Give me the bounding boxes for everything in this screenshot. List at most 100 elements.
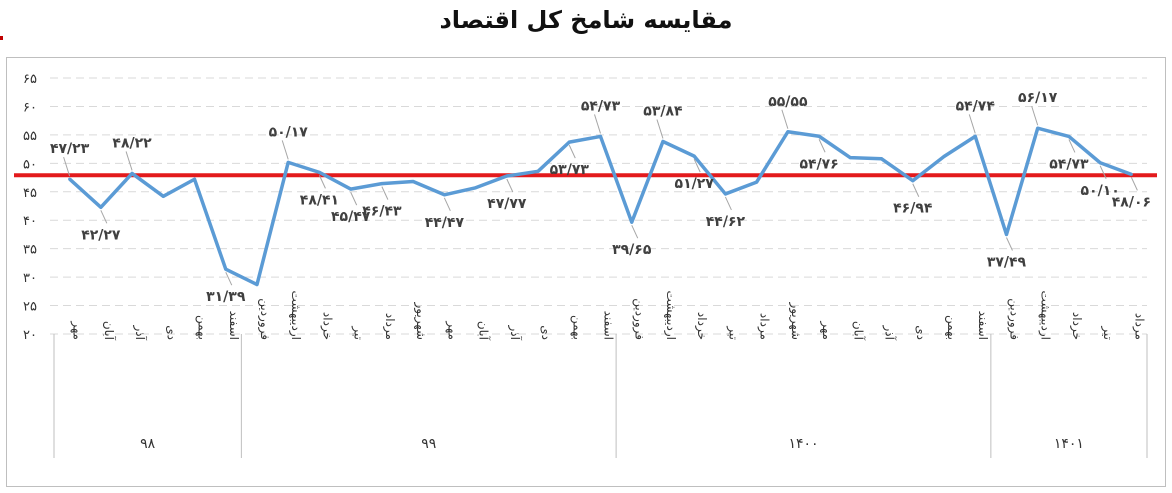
corner-mark — [0, 36, 3, 40]
y-tick-label: ۶۰ — [23, 100, 37, 115]
leader-line — [1099, 165, 1107, 179]
x-tick-label: شهریور — [788, 301, 803, 340]
x-tick-label: مرداد — [757, 313, 772, 340]
data-point — [723, 192, 727, 196]
data-point — [380, 182, 384, 186]
leader-line — [1031, 106, 1039, 126]
group-label: ۹۸ — [140, 436, 156, 452]
data-point — [1129, 172, 1133, 176]
data-label: ۵۴/۷۴ — [956, 98, 996, 114]
data-point — [786, 130, 790, 134]
x-tick-label: آبان — [102, 321, 117, 341]
x-tick-label: مهر — [819, 320, 834, 340]
data-label: ۴۸/۴۱ — [300, 192, 339, 208]
leader-line — [693, 158, 701, 173]
x-tick-label: شهریور — [413, 301, 428, 340]
x-tick-label: مرداد — [382, 313, 397, 340]
line-chart: ۲۰ ۲۵ ۳۰ ۳۵ ۴۰ ۴۵ ۵۰ ۵۵ ۶۰ ۶۵ ۹۸ ۹۹ ۱۴۰۰ ۱۴۰۱ مهر آبان آ… — [14, 72, 1157, 458]
x-tick-label: آذر — [882, 325, 898, 341]
x-tick-label: خرداد — [694, 312, 709, 340]
data-label: ۵۳/۸۴ — [643, 103, 683, 119]
leader-line — [100, 210, 108, 224]
data-label: ۳۱/۳۹ — [206, 289, 246, 305]
data-point — [630, 220, 634, 224]
data-point — [224, 267, 228, 271]
x-tick-label: آبان — [851, 321, 866, 341]
data-point — [567, 140, 571, 144]
data-label: ۵۴/۷۶ — [799, 156, 838, 172]
data-point — [442, 193, 446, 197]
data-label: ۵۶/۱۷ — [1018, 90, 1058, 106]
leader-line — [350, 191, 358, 206]
data-point — [536, 169, 540, 173]
chart-area: ۲۰ ۲۵ ۳۰ ۳۵ ۴۰ ۴۵ ۵۰ ۵۵ ۶۰ ۶۵ ۹۸ ۹۹ ۱۴۰۰ ۱۴۰۱ مهر آبان آ… — [6, 57, 1166, 487]
data-point — [661, 139, 665, 143]
data-point — [599, 134, 602, 138]
y-tick-label: ۲۰ — [23, 328, 37, 343]
leader-line — [912, 183, 920, 197]
data-point — [193, 177, 197, 181]
data-point — [68, 177, 72, 181]
data-point — [755, 180, 759, 184]
data-point — [848, 156, 852, 160]
x-tick-label: فروردین — [1006, 298, 1021, 340]
chart-title: مقایسه شامخ کل اقتصاد — [439, 6, 733, 34]
data-point — [99, 205, 103, 209]
data-point — [255, 283, 259, 287]
leader-line — [381, 186, 389, 200]
data-point — [817, 134, 821, 138]
group-label: ۹۹ — [421, 436, 436, 452]
data-point — [942, 155, 946, 159]
leader-line — [568, 144, 576, 159]
leader-line — [818, 139, 826, 153]
data-point — [911, 179, 915, 183]
data-point — [880, 157, 884, 161]
data-point — [692, 154, 696, 158]
x-tick-label: تیر — [351, 325, 366, 340]
data-point — [286, 160, 290, 164]
data-point — [1098, 161, 1102, 165]
data-label: ۳۷/۴۹ — [987, 255, 1027, 271]
data-label: ۴۶/۹۴ — [893, 201, 933, 217]
y-tick-label: ۳۰ — [23, 271, 37, 286]
data-point — [161, 194, 165, 198]
data-label: ۴۷/۷۷ — [487, 196, 527, 212]
leader-line — [225, 271, 233, 286]
data-label: ۵۵/۵۵ — [768, 94, 808, 110]
data-label: ۴۴/۴۷ — [425, 215, 465, 231]
x-tick-label: بهمن — [195, 315, 210, 340]
leader-line — [443, 197, 451, 212]
group-label: ۱۴۰۱ — [1054, 436, 1084, 452]
data-label: ۵۰/۱۷ — [269, 124, 309, 140]
y-tick-label: ۵۵ — [23, 129, 37, 144]
data-label: ۴۷/۲۳ — [50, 141, 90, 157]
x-tick-label: تیر — [725, 325, 740, 340]
x-tick-label: مهر — [70, 320, 85, 340]
data-label: ۳۹/۶۵ — [612, 242, 652, 258]
x-tick-label: بهمن — [569, 315, 584, 340]
data-point — [1036, 126, 1040, 130]
x-tick-label: تیر — [1100, 325, 1115, 340]
y-tick-label: ۲۵ — [23, 300, 37, 315]
x-tick-label: اسفند — [976, 311, 990, 340]
data-point — [474, 186, 478, 190]
leader-line — [968, 114, 976, 134]
leader-line — [506, 178, 514, 193]
series-line — [68, 126, 1132, 287]
x-tick-label: اردیبهشت — [1038, 291, 1053, 340]
x-tick-label: آبان — [477, 321, 492, 341]
group-label: ۱۴۰۰ — [788, 436, 818, 452]
leader-line — [1068, 139, 1076, 153]
data-label: ۴۸/۲۲ — [112, 135, 152, 151]
data-label: ۵۳/۷۳ — [550, 162, 590, 178]
data-label: ۴۶/۴۳ — [362, 204, 402, 220]
x-tick-label: اردیبهشت — [663, 291, 678, 340]
leader-line — [656, 119, 664, 139]
x-tick-label: بهمن — [944, 315, 959, 340]
y-tick-label: ۵۰ — [23, 157, 37, 172]
data-label: ۵۴/۷۳ — [581, 98, 621, 114]
leader-line — [125, 151, 133, 171]
x-tick-label: اسفند — [602, 311, 616, 340]
data-label: ۵۱/۲۷ — [675, 176, 715, 192]
